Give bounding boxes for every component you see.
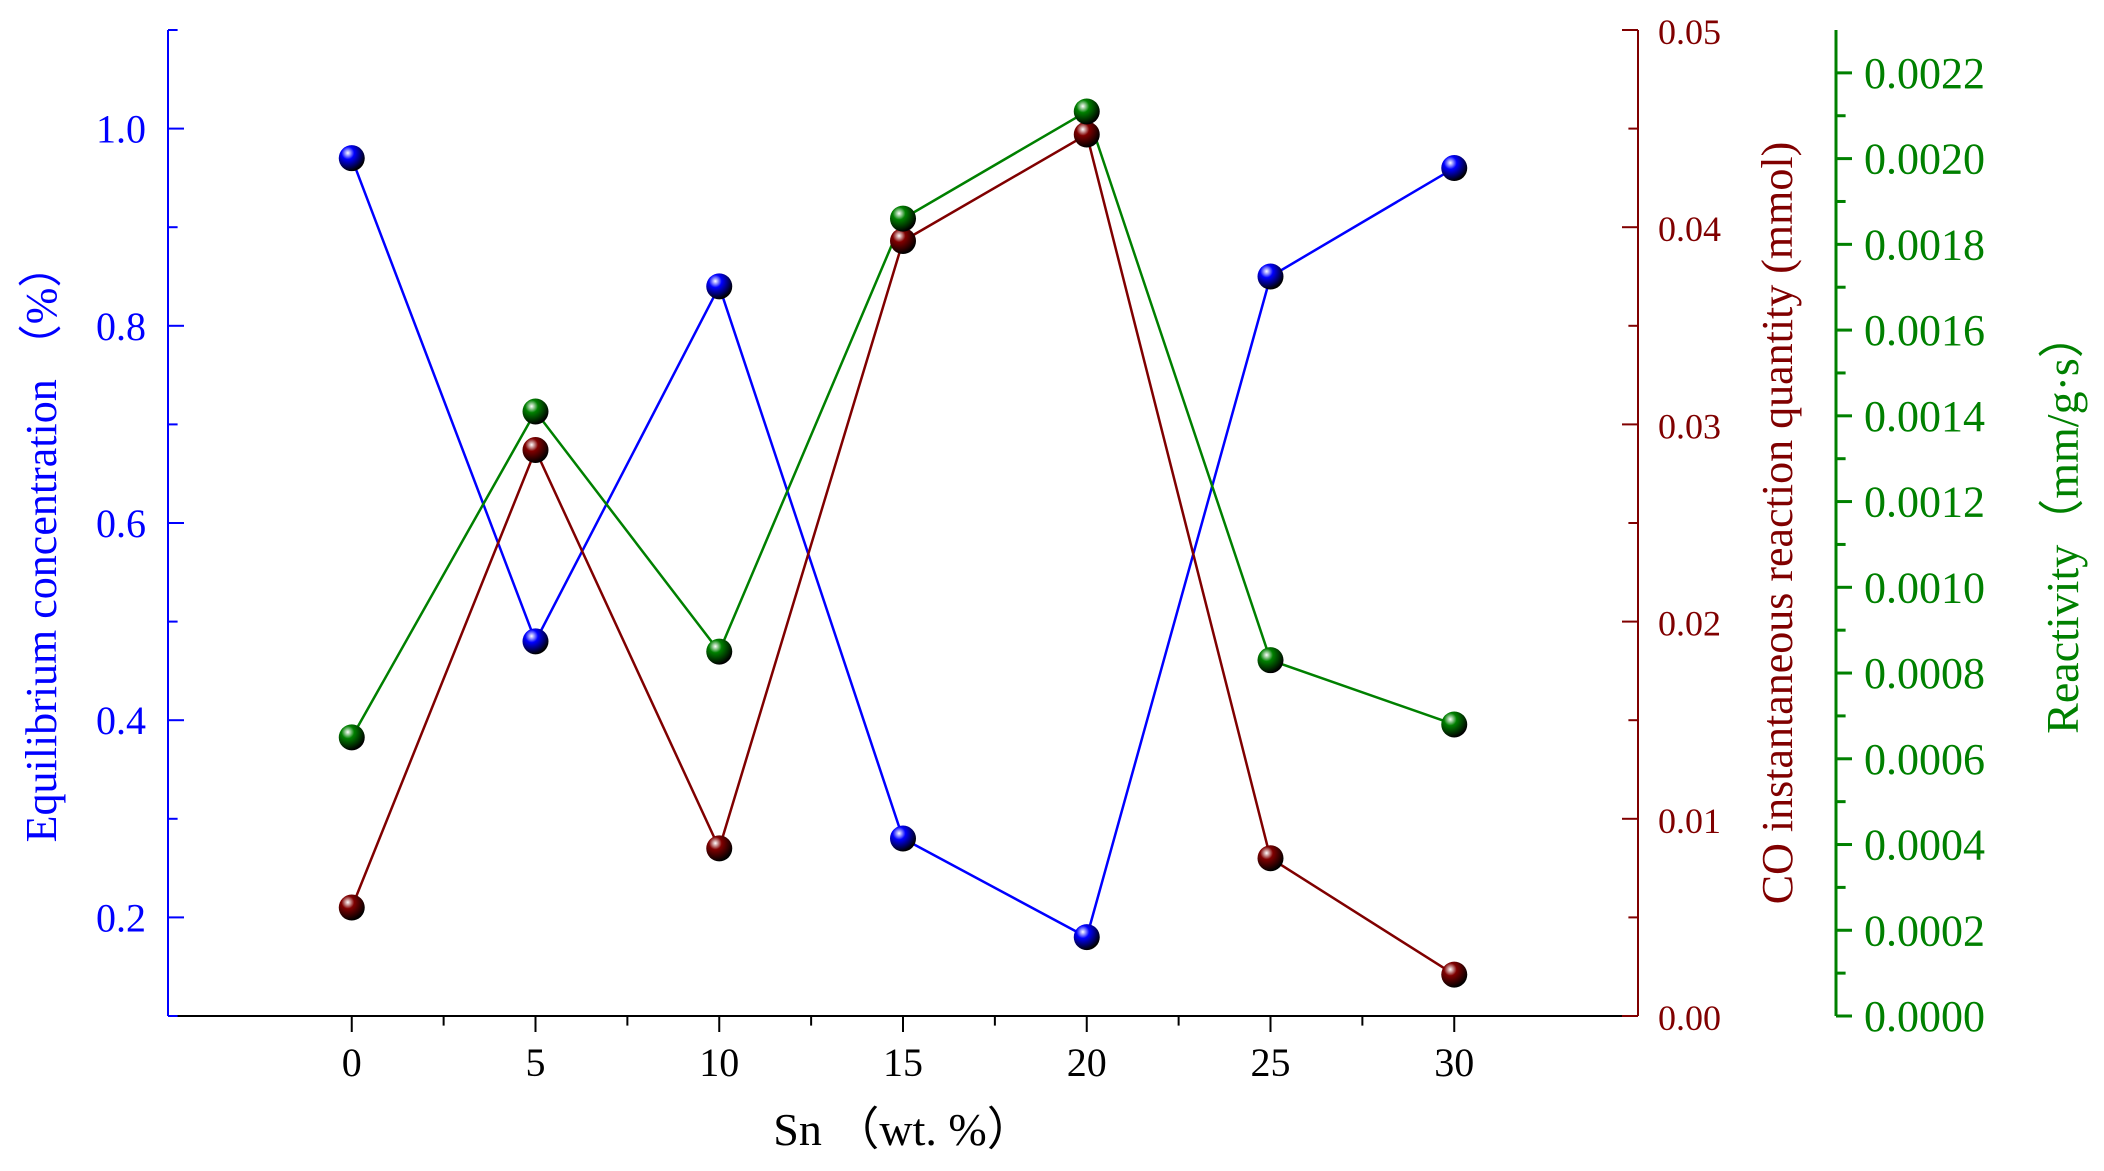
right1-tick-label: 0.01 bbox=[1658, 801, 1721, 841]
data-point-right2 bbox=[890, 205, 916, 232]
right2-tick-label: 0.0000 bbox=[1864, 992, 1985, 1041]
data-point-left bbox=[1073, 924, 1100, 951]
left-tick-label: 0.2 bbox=[96, 895, 146, 940]
left-tick-label: 0.8 bbox=[96, 304, 146, 349]
data-point-right1 bbox=[338, 894, 365, 921]
x-tick-label: 10 bbox=[699, 1040, 739, 1085]
x-axis-label: Sn （wt. %） bbox=[773, 1104, 1032, 1155]
right2-tick-label: 0.0020 bbox=[1864, 135, 1985, 184]
data-point-right1 bbox=[706, 835, 733, 862]
right1-tick-label: 0.00 bbox=[1658, 998, 1721, 1038]
data-point-right1 bbox=[890, 228, 916, 255]
right2-tick-label: 0.0006 bbox=[1864, 735, 1985, 784]
data-point-right1 bbox=[522, 437, 549, 464]
right1-axis-label: CO instantaneous reaction quantity (mmol… bbox=[1753, 142, 1802, 905]
right2-tick-label: 0.0004 bbox=[1864, 821, 1985, 870]
right2-tick-label: 0.0014 bbox=[1864, 392, 1985, 441]
right1-tick-label: 0.02 bbox=[1658, 604, 1721, 644]
left-tick-label: 1.0 bbox=[96, 107, 146, 152]
series-line-right2 bbox=[350, 109, 1455, 738]
right2-axis-label: Reactivity（mm/g·s） bbox=[2037, 312, 2088, 734]
right2-tick-label: 0.0008 bbox=[1864, 649, 1985, 698]
right1-tick-label: 0.03 bbox=[1658, 406, 1721, 446]
x-tick-label: 0 bbox=[342, 1040, 362, 1085]
data-point-left bbox=[522, 628, 549, 655]
data-point-right2 bbox=[338, 724, 365, 751]
series-line-left bbox=[350, 157, 1455, 939]
right2-tick-label: 0.0002 bbox=[1864, 906, 1985, 955]
left-axis-label: Equilibrium concentration （%） bbox=[17, 244, 66, 843]
data-point-left bbox=[890, 825, 916, 852]
data-point-left bbox=[1257, 263, 1284, 290]
left-tick-label: 0.4 bbox=[96, 698, 146, 743]
data-point-left bbox=[1441, 155, 1468, 182]
data-point-right1 bbox=[1257, 845, 1284, 872]
left-tick-label: 0.6 bbox=[96, 501, 146, 546]
x-tick-label: 20 bbox=[1067, 1040, 1107, 1085]
data-point-right1 bbox=[1073, 121, 1100, 148]
data-point-left bbox=[706, 273, 733, 300]
right2-tick-label: 0.0018 bbox=[1864, 220, 1985, 269]
data-point-right2 bbox=[1257, 647, 1284, 674]
data-point-right2 bbox=[706, 638, 733, 665]
right2-tick-label: 0.0022 bbox=[1864, 49, 1985, 98]
x-tick-label: 30 bbox=[1434, 1040, 1474, 1085]
data-point-left bbox=[338, 145, 365, 172]
x-tick-label: 5 bbox=[526, 1040, 546, 1085]
right2-tick-label: 0.0010 bbox=[1864, 563, 1985, 612]
right2-tick-label: 0.0012 bbox=[1864, 478, 1985, 527]
x-tick-label: 15 bbox=[883, 1040, 923, 1085]
data-point-right2 bbox=[1073, 98, 1100, 125]
data-point-right2 bbox=[522, 398, 549, 425]
data-point-right1 bbox=[1441, 961, 1468, 988]
right1-tick-label: 0.04 bbox=[1658, 209, 1721, 249]
x-tick-label: 25 bbox=[1251, 1040, 1291, 1085]
data-point-right2 bbox=[1441, 711, 1468, 738]
right2-tick-label: 0.0016 bbox=[1864, 306, 1985, 355]
right1-tick-label: 0.05 bbox=[1658, 12, 1721, 52]
